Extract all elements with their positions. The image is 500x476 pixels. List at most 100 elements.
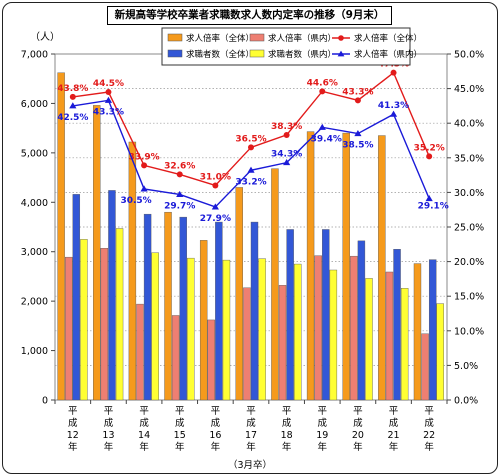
x-tick-label: 年 — [68, 441, 78, 453]
y-right-tick-label: 45.0% — [454, 84, 484, 95]
x-tick-label: 平 — [246, 406, 256, 417]
y-right-tick-label: 40.0% — [454, 119, 484, 130]
x-tick-label: 平 — [389, 406, 399, 417]
x-tick-label: 成 — [318, 417, 328, 429]
bar — [57, 72, 65, 401]
legend-label: 求人倍率（全体） — [186, 33, 254, 44]
x-tick-label: 平 — [139, 406, 149, 417]
x-tick-label: 成 — [246, 417, 256, 429]
x-tick-label: 成 — [104, 417, 114, 429]
bar — [258, 258, 266, 401]
line-point — [247, 166, 255, 173]
line-point — [105, 89, 112, 96]
bar — [329, 269, 338, 401]
x-tick-label: 21 — [387, 430, 399, 441]
chart-title: 新規高等学校卒業者求職数求人数内定率の推移（9月末） — [107, 6, 392, 25]
legend — [161, 27, 411, 66]
data-label: 35.2% — [414, 143, 445, 153]
legend-marker — [337, 50, 345, 57]
legend-label: 求職者数（県内） — [268, 49, 336, 60]
y-right-tick-label: 50.0% — [454, 50, 484, 61]
bar — [342, 132, 350, 401]
line-point — [426, 153, 433, 160]
legend-swatch — [167, 33, 183, 42]
data-label: 44.6% — [307, 78, 338, 88]
y-right-tick-label: 0.0% — [454, 396, 478, 407]
legend-label: 求人倍率（全体） — [354, 33, 422, 44]
data-label: 38.3% — [271, 122, 302, 132]
x-tick-label: 20 — [352, 430, 364, 441]
bar — [199, 240, 208, 401]
bar — [378, 135, 386, 401]
line-point — [176, 190, 184, 197]
y-left-tick-label: 4,000 — [21, 198, 48, 209]
line-point — [104, 96, 113, 103]
x-axis-label: （3月卒） — [228, 459, 272, 471]
data-label: 31.0% — [200, 172, 231, 182]
x-tick-label: 成 — [389, 417, 399, 429]
line-point — [212, 182, 219, 189]
x-tick-label: 成 — [139, 417, 149, 429]
x-tick-label: 年 — [389, 441, 399, 453]
bar — [400, 288, 409, 401]
x-tick-label: 年 — [246, 441, 256, 453]
x-tick-label: 平 — [211, 406, 221, 417]
y-right-tick-label: 25.0% — [454, 223, 484, 234]
bar — [100, 248, 109, 401]
y-left-tick-label: 3,000 — [21, 247, 48, 258]
x-tick-label: 年 — [424, 441, 434, 453]
x-tick-label: 成 — [68, 417, 78, 429]
bar — [278, 285, 287, 401]
line-point — [176, 171, 183, 178]
legend-label: 求職者数（全体） — [186, 49, 254, 60]
x-tick-label: 年 — [353, 441, 363, 453]
y-left-tick-label: 6,000 — [21, 99, 48, 110]
x-tick-label: 年 — [104, 441, 114, 453]
x-tick-label: 年 — [318, 441, 328, 453]
bar — [187, 257, 195, 401]
bar — [164, 211, 172, 401]
line-point — [283, 159, 291, 166]
x-tick-label: 年 — [139, 441, 149, 453]
x-tick-label: 22 — [423, 430, 435, 441]
data-label: 38.5% — [342, 141, 373, 151]
bar — [207, 319, 215, 401]
bar — [421, 333, 429, 401]
line-point — [141, 162, 148, 169]
y-left-tick-label: 5,000 — [21, 148, 48, 159]
line-point — [318, 123, 326, 130]
bar — [314, 255, 322, 401]
data-label: 33.9% — [128, 152, 159, 162]
x-tick-label: 平 — [104, 406, 114, 417]
line-point — [425, 195, 433, 202]
line-point — [211, 203, 219, 210]
x-tick-label: 成 — [211, 417, 221, 429]
line-point — [69, 93, 76, 100]
bar — [65, 256, 73, 401]
x-tick-label: 平 — [175, 406, 185, 417]
legend-swatch — [249, 49, 265, 58]
x-tick-label: 13 — [102, 430, 114, 441]
bar — [72, 194, 81, 401]
y-right-tick-label: 35.0% — [454, 153, 484, 164]
data-label: 43.8% — [57, 84, 88, 94]
data-label: 30.5% — [120, 196, 151, 206]
bar — [271, 168, 279, 401]
x-tick-label: 成 — [424, 417, 434, 429]
x-tick-label: 平 — [282, 406, 292, 417]
legend-label: 求人倍率（県内） — [354, 49, 422, 60]
x-tick-label: 平 — [318, 406, 328, 417]
y-left-axis-label: （人） — [30, 31, 60, 43]
bar — [222, 259, 231, 401]
legend-label: 求人倍率（県内） — [268, 33, 336, 44]
bar — [413, 263, 422, 401]
data-label: 42.5% — [57, 113, 88, 123]
bar — [93, 105, 101, 401]
y-right-tick-label: 10.0% — [454, 326, 484, 337]
bar — [393, 249, 401, 401]
x-tick-label: 12 — [67, 430, 79, 441]
y-left-tick-label: 1,000 — [21, 346, 48, 357]
data-label: 36.5% — [235, 134, 266, 144]
data-label: 33.2% — [235, 177, 266, 187]
